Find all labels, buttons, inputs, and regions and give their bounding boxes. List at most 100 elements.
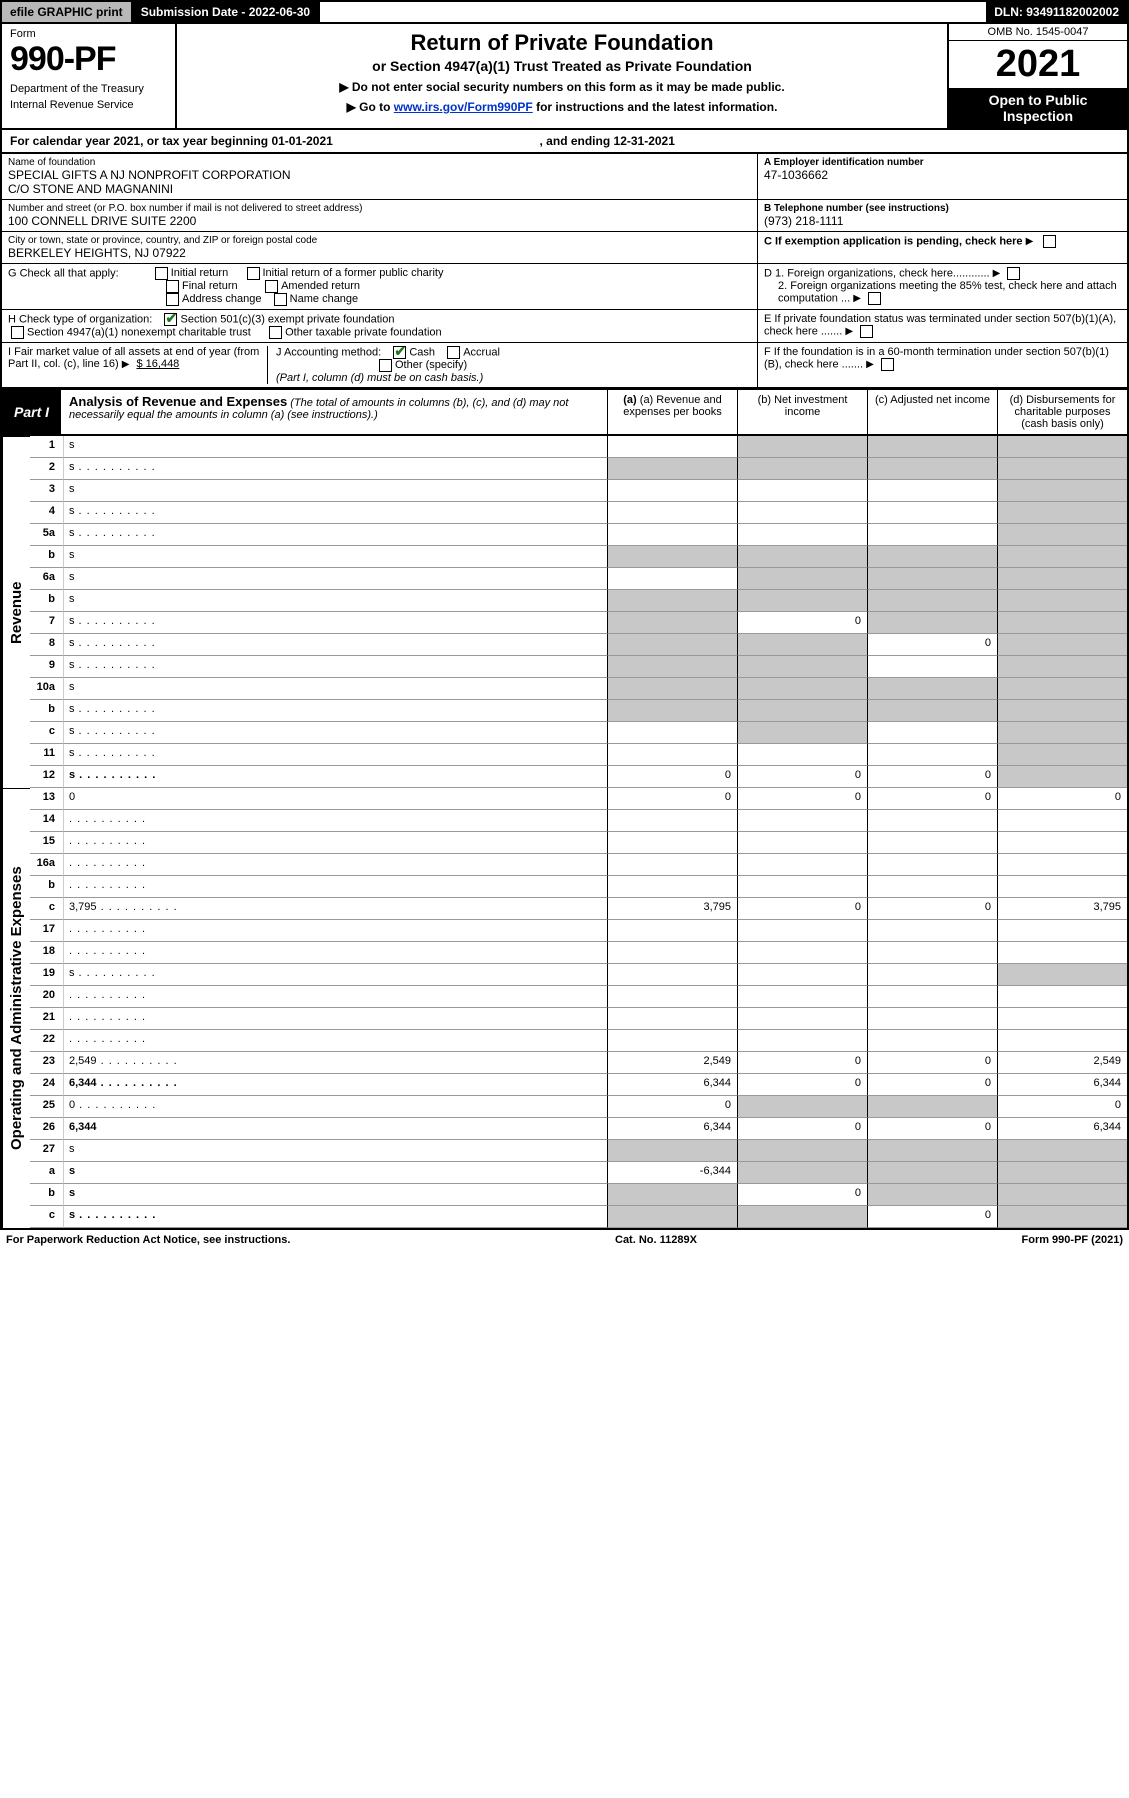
line-number: b: [30, 1184, 64, 1206]
amount-cell: [867, 722, 997, 744]
line-desc: s: [64, 1162, 607, 1184]
d1-label: D 1. Foreign organizations, check here..…: [764, 267, 990, 279]
g-initial-former-checkbox[interactable]: [247, 267, 260, 280]
amount-cell: 0: [737, 788, 867, 810]
amount-cell: [607, 678, 737, 700]
g-initial-checkbox[interactable]: [155, 267, 168, 280]
part1-header: Part I Analysis of Revenue and Expenses …: [0, 389, 1129, 436]
g-name-checkbox[interactable]: [274, 293, 287, 306]
amount-cell: 2,549: [607, 1052, 737, 1074]
line-desc: [64, 920, 607, 942]
h-501c3-checkbox[interactable]: [164, 313, 177, 326]
amount-cell: [607, 854, 737, 876]
g-address-checkbox[interactable]: [166, 293, 179, 306]
g-final-checkbox[interactable]: [166, 280, 179, 293]
amount-cell: 0: [867, 1052, 997, 1074]
open-to-public: Open to Public Inspection: [949, 88, 1127, 128]
line-number: 4: [30, 502, 64, 524]
foundation-name-cell: Name of foundation SPECIAL GIFTS A NJ NO…: [2, 154, 757, 200]
line-desc: 3,795: [64, 898, 607, 920]
amount-cell: [607, 656, 737, 678]
line-desc: [64, 832, 607, 854]
j-accrual-checkbox[interactable]: [447, 346, 460, 359]
amount-cell: [997, 590, 1127, 612]
i-section: I Fair market value of all assets at end…: [8, 346, 268, 384]
j-other: Other (specify): [395, 359, 467, 371]
line-desc: 2,549: [64, 1052, 607, 1074]
line-number: 6a: [30, 568, 64, 590]
g-amended-checkbox[interactable]: [265, 280, 278, 293]
amount-cell: [997, 568, 1127, 590]
col-d-header: (d) Disbursements for charitable purpose…: [997, 390, 1127, 434]
footer-right: Form 990-PF (2021): [1022, 1234, 1123, 1246]
c-checkbox[interactable]: [1043, 235, 1056, 248]
h-other-checkbox[interactable]: [269, 326, 282, 339]
amount-cell: [867, 810, 997, 832]
i-label: I Fair market value of all assets at end…: [8, 346, 259, 370]
line-number: a: [30, 1162, 64, 1184]
amount-cell: [737, 722, 867, 744]
line-number: 27: [30, 1140, 64, 1162]
amount-cell: [867, 942, 997, 964]
j-other-checkbox[interactable]: [379, 359, 392, 372]
d1-checkbox[interactable]: [1007, 267, 1020, 280]
line-number: 7: [30, 612, 64, 634]
e-checkbox[interactable]: [860, 325, 873, 338]
amount-cell: [997, 678, 1127, 700]
amount-cell: [867, 524, 997, 546]
g-label: G Check all that apply:: [8, 267, 119, 279]
line-number: 1: [30, 436, 64, 458]
amount-cell: 6,344: [997, 1118, 1127, 1140]
e-section: E If private foundation status was termi…: [757, 310, 1127, 342]
e-label: E If private foundation status was termi…: [764, 313, 1116, 337]
efile-print-button[interactable]: efile GRAPHIC print: [2, 2, 133, 22]
amount-cell: [607, 986, 737, 1008]
line-number: c: [30, 722, 64, 744]
line-number: 2: [30, 458, 64, 480]
part1-tag: Part I: [2, 390, 61, 434]
j-cash-checkbox[interactable]: [393, 346, 406, 359]
h-4947-checkbox[interactable]: [11, 326, 24, 339]
amount-cell: [867, 832, 997, 854]
amount-cell: [867, 502, 997, 524]
amount-cell: [607, 920, 737, 942]
arrow-icon: [993, 267, 1001, 279]
amount-cell: [867, 568, 997, 590]
amount-cell: [997, 502, 1127, 524]
amount-cell: [867, 458, 997, 480]
amount-cell: [867, 1162, 997, 1184]
d2-checkbox[interactable]: [868, 292, 881, 305]
amount-cell: [737, 964, 867, 986]
amount-cell: [997, 920, 1127, 942]
amount-cell: 0: [737, 1184, 867, 1206]
goto-post: for instructions and the latest informat…: [533, 100, 778, 114]
amount-cell: [997, 1184, 1127, 1206]
amount-cell: [867, 1096, 997, 1118]
j-section: J Accounting method: Cash Accrual Other …: [268, 346, 751, 384]
address-cell: Number and street (or P.O. box number if…: [2, 200, 757, 232]
calendar-year-row: For calendar year 2021, or tax year begi…: [0, 130, 1129, 154]
telephone-cell: B Telephone number (see instructions) (9…: [757, 200, 1127, 232]
ein-label: A Employer identification number: [764, 157, 1121, 168]
goto-note: ▶ Go to www.irs.gov/Form990PF for instru…: [187, 100, 937, 114]
amount-cell: [867, 656, 997, 678]
amount-cell: [737, 502, 867, 524]
line-desc: s: [64, 1184, 607, 1206]
d-section: D 1. Foreign organizations, check here..…: [757, 264, 1127, 309]
amount-cell: [867, 964, 997, 986]
h-opt-1: Section 501(c)(3) exempt private foundat…: [180, 313, 394, 325]
line-desc: 0: [64, 788, 607, 810]
line-desc: s: [64, 722, 607, 744]
line-desc: s: [64, 458, 607, 480]
line-number: 11: [30, 744, 64, 766]
amount-cell: [867, 1140, 997, 1162]
amount-cell: [867, 480, 997, 502]
line-desc: [64, 810, 607, 832]
form990pf-link[interactable]: www.irs.gov/Form990PF: [394, 100, 533, 114]
amount-cell: 0: [867, 788, 997, 810]
line-desc: s: [64, 524, 607, 546]
amount-cell: [737, 1096, 867, 1118]
amount-cell: 0: [737, 766, 867, 788]
line-desc: s: [64, 678, 607, 700]
f-checkbox[interactable]: [881, 358, 894, 371]
